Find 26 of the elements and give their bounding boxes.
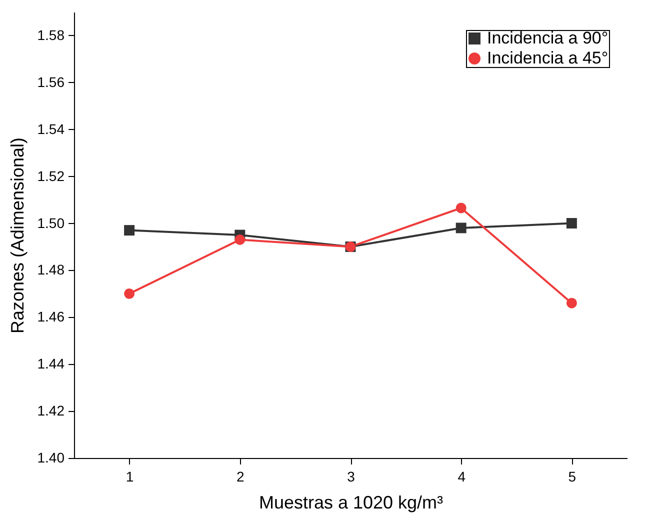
y-axis-title: Razones (Adimensional) xyxy=(7,137,28,334)
point xyxy=(456,202,466,214)
point xyxy=(566,218,577,229)
x-tick-label: 4 xyxy=(458,468,466,484)
y-tick-label: 1.48 xyxy=(37,262,65,278)
y-tick-label: 1.44 xyxy=(37,356,65,372)
y-tick-label: 1.42 xyxy=(37,402,65,419)
y-tick-label: 1.50 xyxy=(37,214,65,231)
y-tick-label: 1.46 xyxy=(37,308,65,325)
x-tick-label: 1 xyxy=(126,468,134,484)
x-axis-title: Muestras a 1020 kg/m³ xyxy=(258,492,444,512)
y-tick-label: 1.58 xyxy=(37,26,65,43)
y-tick-label: 1.56 xyxy=(37,74,65,90)
x-tick-label: 5 xyxy=(568,468,576,484)
y-tick-label: 1.52 xyxy=(37,168,65,184)
point xyxy=(124,225,135,236)
point xyxy=(566,298,577,308)
y-tick-label: 1.54 xyxy=(37,120,65,137)
point xyxy=(234,234,246,245)
x-tick-label: 2 xyxy=(236,468,244,484)
point xyxy=(456,222,466,234)
legend-label: Incidencia a 45° xyxy=(487,48,608,68)
x-tick-label: 3 xyxy=(347,468,356,484)
legend-label: Incidencia a 90° xyxy=(487,28,608,48)
y-tick-label: 1.40 xyxy=(37,450,65,466)
point xyxy=(124,288,135,299)
